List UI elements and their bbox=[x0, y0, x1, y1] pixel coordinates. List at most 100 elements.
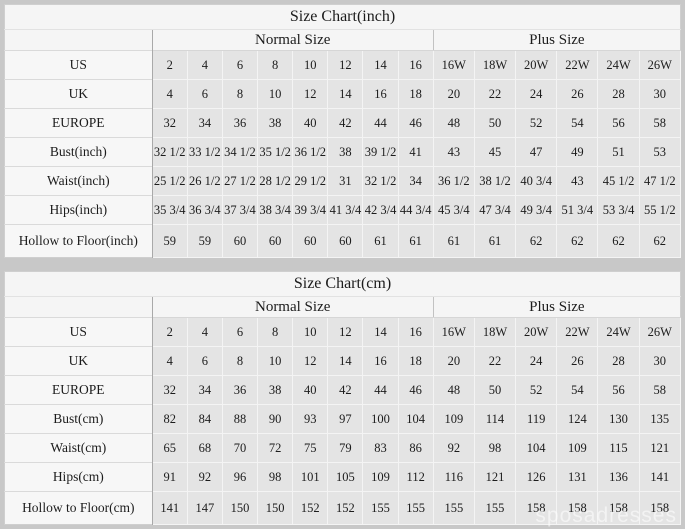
cell-value: 147 bbox=[186, 491, 223, 525]
group-header-blank bbox=[4, 296, 153, 318]
cell-value: 53 3/4 bbox=[597, 195, 640, 225]
cell-value: 35 1/2 bbox=[257, 137, 294, 167]
table-row: UK 4 6 8 10 12 14 16 18 20 22 24 26 28 30 bbox=[4, 79, 682, 109]
cell-value: 22 bbox=[473, 346, 517, 376]
cell-value: 51 bbox=[597, 137, 640, 167]
cell-value: 45 3/4 bbox=[432, 195, 475, 225]
row-label: Waist(cm) bbox=[4, 433, 153, 463]
cell-value: 22 bbox=[473, 79, 517, 109]
cell-value: 72 bbox=[257, 433, 294, 463]
cell-value: 36 bbox=[221, 108, 259, 138]
cell-value: 60 bbox=[257, 224, 294, 258]
table-row: EUROPE 32 34 36 38 40 42 44 46 48 50 52 54 56 58 bbox=[4, 375, 682, 405]
row-label: Hollow to Floor(inch) bbox=[4, 224, 153, 258]
cell-value: 4 bbox=[151, 79, 188, 109]
cell-value: 115 bbox=[597, 433, 640, 463]
cell-value: 24W bbox=[597, 317, 640, 347]
cell-value: 20 bbox=[432, 79, 475, 109]
cell-value: 44 3/4 bbox=[397, 195, 434, 225]
cell-value: 79 bbox=[327, 433, 364, 463]
cell-value: 124 bbox=[556, 404, 599, 434]
cell-value: 2 bbox=[151, 50, 188, 80]
cell-value: 28 bbox=[597, 346, 640, 376]
cell-value: 158 bbox=[556, 491, 599, 525]
cell-value: 18 bbox=[397, 346, 434, 376]
cell-value: 28 1/2 bbox=[257, 166, 294, 196]
cell-value: 30 bbox=[638, 79, 682, 109]
group-header-plus-size: Plus Size bbox=[432, 29, 681, 51]
row-label: Hips(inch) bbox=[4, 195, 153, 225]
cell-value: 61 bbox=[397, 224, 434, 258]
cell-value: 105 bbox=[327, 462, 364, 492]
cell-value: 24 bbox=[515, 79, 558, 109]
row-label: Bust(cm) bbox=[4, 404, 153, 434]
row-label: EUROPE bbox=[4, 375, 153, 405]
table-row: US 2 4 6 8 10 12 14 16 16W 18W 20W 22W 24W 26W bbox=[4, 317, 682, 347]
cell-value: 56 bbox=[597, 108, 640, 138]
row-label: Bust(inch) bbox=[4, 137, 153, 167]
table-title: Size Chart(inch) bbox=[4, 4, 681, 30]
cell-value: 18W bbox=[473, 50, 517, 80]
table-row: Hips(inch) 35 3/4 36 3/4 37 3/4 38 3/4 39 3/4… bbox=[4, 195, 682, 225]
cell-value: 119 bbox=[515, 404, 558, 434]
cell-value: 26W bbox=[638, 50, 682, 80]
cell-value: 42 3/4 bbox=[362, 195, 399, 225]
size-table-cm: Size Chart(cm) Normal Size Plus Size US 2 4 6 8… bbox=[4, 271, 682, 525]
table-row: Hollow to Floor(cm) 141 147 150 150 152 152 155… bbox=[4, 491, 682, 525]
cell-value: 62 bbox=[638, 224, 682, 258]
cell-value: 6 bbox=[221, 50, 259, 80]
cell-value: 35 3/4 bbox=[151, 195, 188, 225]
cell-value: 41 3/4 bbox=[327, 195, 364, 225]
cell-value: 28 bbox=[597, 79, 640, 109]
cell-value: 14 bbox=[362, 50, 399, 80]
row-label: Waist(inch) bbox=[4, 166, 153, 196]
size-table-inch: Size Chart(inch) Normal Size Plus Size US 2 4… bbox=[4, 4, 682, 258]
cell-value: 116 bbox=[432, 462, 475, 492]
cell-value: 6 bbox=[186, 79, 223, 109]
cell-value: 104 bbox=[397, 404, 434, 434]
cell-value: 36 1/2 bbox=[432, 166, 475, 196]
cell-value: 39 1/2 bbox=[362, 137, 399, 167]
cell-value: 34 bbox=[186, 108, 223, 138]
cell-value: 88 bbox=[221, 404, 259, 434]
cell-value: 29 1/2 bbox=[292, 166, 329, 196]
cell-value: 60 bbox=[221, 224, 259, 258]
cell-value: 32 1/2 bbox=[151, 137, 188, 167]
cell-value: 14 bbox=[327, 79, 364, 109]
cell-value: 49 3/4 bbox=[515, 195, 558, 225]
cell-value: 46 bbox=[397, 108, 434, 138]
cell-value: 4 bbox=[186, 317, 223, 347]
cell-value: 12 bbox=[327, 50, 364, 80]
cell-value: 54 bbox=[556, 108, 599, 138]
cell-value: 82 bbox=[151, 404, 188, 434]
cell-value: 34 bbox=[397, 166, 434, 196]
cell-value: 68 bbox=[186, 433, 223, 463]
row-label: US bbox=[4, 50, 153, 80]
table-row: Hollow to Floor(inch) 59 59 60 60 60 60 61 61 61 6… bbox=[4, 224, 682, 258]
cell-value: 56 bbox=[597, 375, 640, 405]
cell-value: 12 bbox=[292, 79, 329, 109]
cell-value: 34 bbox=[186, 375, 223, 405]
cell-value: 16W bbox=[432, 50, 475, 80]
cell-value: 32 bbox=[151, 108, 188, 138]
cell-value: 114 bbox=[473, 404, 517, 434]
cell-value: 141 bbox=[151, 491, 188, 525]
cell-value: 60 bbox=[327, 224, 364, 258]
cell-value: 41 bbox=[397, 137, 434, 167]
cell-value: 158 bbox=[597, 491, 640, 525]
cell-value: 10 bbox=[257, 346, 294, 376]
cell-value: 26W bbox=[638, 317, 682, 347]
cell-value: 65 bbox=[151, 433, 188, 463]
cell-value: 101 bbox=[292, 462, 329, 492]
cell-value: 47 3/4 bbox=[473, 195, 517, 225]
cell-value: 50 bbox=[473, 375, 517, 405]
cell-value: 126 bbox=[515, 462, 558, 492]
cell-value: 37 3/4 bbox=[221, 195, 259, 225]
table-title: Size Chart(cm) bbox=[4, 271, 681, 297]
cell-value: 109 bbox=[432, 404, 475, 434]
cell-value: 91 bbox=[151, 462, 188, 492]
table-row: US 2 4 6 8 10 12 14 16 16W 18W 20W 22W 24W 26W bbox=[4, 50, 682, 80]
cell-value: 61 bbox=[473, 224, 517, 258]
group-header-normal-size: Normal Size bbox=[151, 29, 434, 51]
cell-value: 135 bbox=[638, 404, 682, 434]
